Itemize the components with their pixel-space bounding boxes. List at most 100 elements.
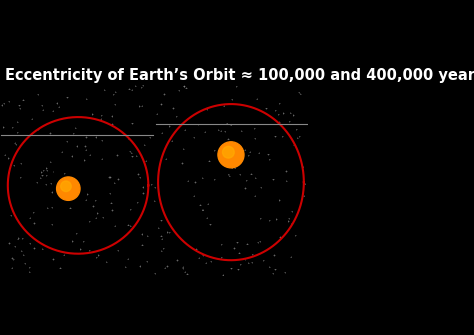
Point <box>245 260 252 266</box>
Point <box>86 219 93 224</box>
Point <box>97 116 104 121</box>
Point <box>264 152 272 157</box>
Point <box>190 193 198 198</box>
Point <box>251 193 258 198</box>
Point <box>173 114 180 119</box>
Point <box>169 106 177 111</box>
Point <box>43 173 50 178</box>
Point <box>263 106 270 111</box>
Point <box>237 262 244 267</box>
Point <box>196 202 204 207</box>
Point <box>199 253 207 258</box>
Point <box>26 215 33 220</box>
Point <box>160 91 168 96</box>
Point <box>10 163 18 168</box>
Point <box>138 242 146 247</box>
Point <box>163 263 171 268</box>
Point <box>82 143 89 148</box>
Point <box>168 138 175 143</box>
Point <box>135 172 142 177</box>
Point <box>194 122 202 127</box>
Point <box>218 242 225 247</box>
Point <box>137 85 145 90</box>
Point <box>46 130 54 136</box>
Point <box>245 153 252 158</box>
Point <box>133 153 140 158</box>
Point <box>260 258 267 263</box>
Point <box>158 130 165 135</box>
Point <box>15 235 22 240</box>
Point <box>72 182 79 188</box>
Point <box>43 168 51 173</box>
Point <box>274 112 282 117</box>
Point <box>26 241 33 246</box>
Point <box>72 125 79 130</box>
Point <box>217 128 224 133</box>
Point <box>202 260 210 266</box>
Point <box>269 177 277 182</box>
Point <box>273 216 280 222</box>
Point <box>82 147 90 152</box>
Point <box>15 103 23 108</box>
Point <box>9 257 17 262</box>
Point <box>190 135 197 140</box>
Point <box>199 207 206 212</box>
Point <box>109 92 117 97</box>
Point <box>14 119 21 124</box>
Point <box>125 86 133 91</box>
Point <box>1 152 9 157</box>
Point <box>147 182 155 187</box>
Point <box>158 236 165 241</box>
Point <box>53 100 61 106</box>
Point <box>86 152 93 157</box>
Circle shape <box>222 146 234 158</box>
Circle shape <box>61 181 71 192</box>
Point <box>236 151 243 156</box>
Point <box>224 172 232 177</box>
Point <box>203 215 211 220</box>
Point <box>8 265 15 270</box>
Point <box>14 130 21 135</box>
Point <box>203 107 210 112</box>
Point <box>36 175 44 180</box>
Point <box>297 91 304 96</box>
Point <box>28 116 36 121</box>
Point <box>115 176 122 182</box>
Point <box>228 97 236 102</box>
Point <box>82 134 90 140</box>
Point <box>18 236 26 241</box>
Point <box>69 238 76 244</box>
Point <box>293 135 301 140</box>
Point <box>111 223 118 228</box>
Point <box>121 264 129 269</box>
Point <box>265 157 273 162</box>
Point <box>157 218 165 223</box>
Point <box>153 111 161 116</box>
Point <box>247 171 255 176</box>
Circle shape <box>218 142 244 168</box>
Point <box>139 190 147 196</box>
Point <box>219 272 226 278</box>
Point <box>108 121 116 127</box>
Point <box>43 205 51 210</box>
Point <box>19 97 27 103</box>
Point <box>114 248 121 253</box>
Point <box>92 215 100 220</box>
Point <box>124 256 131 261</box>
Point <box>132 83 139 88</box>
Point <box>265 218 273 223</box>
Point <box>286 110 294 115</box>
Point <box>90 203 97 209</box>
Point <box>0 125 7 130</box>
Point <box>18 248 25 254</box>
Point <box>99 215 107 220</box>
Point <box>204 201 211 207</box>
Point <box>136 175 143 180</box>
Point <box>126 148 134 154</box>
Point <box>38 173 46 178</box>
Point <box>30 245 37 251</box>
Point <box>224 136 232 141</box>
Point <box>225 173 233 179</box>
Text: Eccentricity of Earth’s Orbit ≈ 100,000 and 400,000 year cycles: Eccentricity of Earth’s Orbit ≈ 100,000 … <box>5 68 474 83</box>
Point <box>94 252 102 258</box>
